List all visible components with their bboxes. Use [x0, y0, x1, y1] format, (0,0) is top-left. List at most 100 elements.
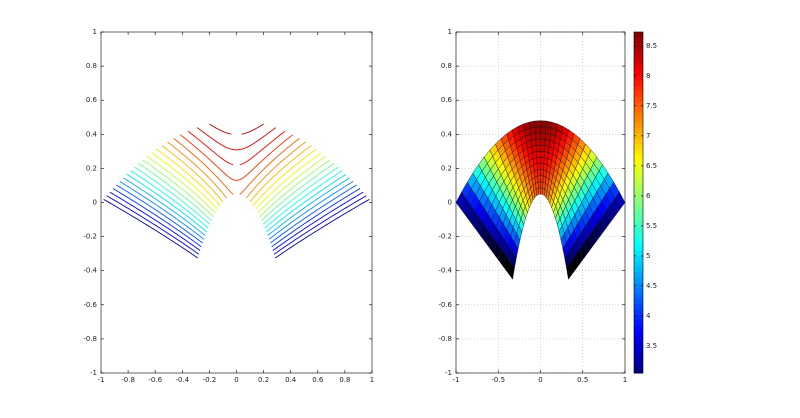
- contour-line: [146, 155, 216, 214]
- contour-line: [134, 166, 211, 225]
- contour-line: [239, 137, 300, 195]
- colorbar-tick-label: 7: [646, 132, 650, 140]
- colorbar-segment: [634, 314, 643, 321]
- y-tick-label: -0.4: [83, 267, 97, 275]
- x-tick-label: 0.4: [285, 376, 297, 384]
- x-tick-label: -0.8: [121, 376, 135, 384]
- y-tick-label: -0.8: [83, 335, 97, 343]
- colorbar-tick-label: 6: [646, 192, 651, 200]
- y-tick-label: 0.4: [441, 130, 453, 138]
- surface-cell: [537, 175, 541, 183]
- colorbar-segment: [634, 106, 643, 113]
- colorbar-tick-label: 4.5: [646, 282, 657, 290]
- surface-cell: [545, 120, 552, 129]
- contour-line: [264, 170, 343, 229]
- colorbar-segment: [634, 255, 643, 262]
- surface-cell: [536, 157, 541, 165]
- colorbar-segment: [634, 154, 643, 161]
- colorbar-segment: [634, 197, 643, 203]
- y-tick-label: 0.2: [441, 164, 452, 172]
- contour-line: [268, 181, 354, 240]
- colorbar-segment: [634, 143, 643, 150]
- colorbar-segment: [634, 229, 643, 235]
- colorbar-tick-label: 3.5: [646, 342, 657, 350]
- colorbar-segment: [634, 101, 643, 108]
- colorbar-segment: [634, 127, 643, 134]
- colorbar-segment: [634, 309, 643, 315]
- x-tick-label: 1: [623, 376, 627, 384]
- contour-line: [252, 148, 317, 206]
- contour-line: [112, 188, 202, 248]
- colorbar-segment: [634, 218, 643, 225]
- contour-line: [187, 130, 234, 166]
- colorbar-segment: [634, 261, 643, 267]
- colorbar-segment: [634, 42, 643, 49]
- contour-line: [167, 141, 227, 199]
- colorbar-segment: [634, 111, 643, 118]
- colorbar-segment: [634, 245, 643, 251]
- contour-line: [173, 137, 234, 195]
- contour-line: [261, 163, 335, 221]
- colorbar-frame: [633, 31, 644, 374]
- contour-line: [156, 148, 221, 206]
- contour-line: [255, 152, 322, 210]
- contour-line: [246, 141, 306, 199]
- contour-line: [267, 177, 350, 236]
- contour-line: [209, 123, 232, 135]
- colorbar-segment: [634, 277, 643, 283]
- colorbar-segment: [634, 213, 643, 219]
- contour-line: [239, 130, 286, 166]
- contour-line: [130, 170, 209, 229]
- colorbar-segment: [634, 357, 643, 363]
- y-tick-label: 0.2: [86, 164, 97, 172]
- contour-line: [236, 134, 293, 181]
- colorbar-segment: [634, 58, 643, 65]
- contour-line: [257, 155, 327, 214]
- surface-cell: [538, 187, 541, 195]
- colorbar-segment: [634, 282, 643, 289]
- colorbar-segment: [634, 325, 643, 331]
- contour-line: [236, 127, 277, 151]
- colorbar-segment: [634, 303, 643, 310]
- surface-cell: [540, 132, 546, 140]
- colorbar-segment: [634, 69, 643, 76]
- contour-line: [274, 198, 370, 259]
- x-tick-label: -1: [453, 376, 460, 384]
- surface-cell: [540, 120, 547, 128]
- colorbar-segment: [634, 346, 643, 353]
- y-tick-label: 1: [448, 28, 452, 36]
- colorbar-segment: [634, 351, 643, 358]
- y-tick-label: 0.6: [86, 96, 98, 104]
- colorbar-segment: [634, 207, 643, 214]
- surface-cell: [540, 163, 545, 171]
- colorbar-segment: [634, 186, 643, 193]
- x-tick-label: -0.6: [148, 376, 162, 384]
- contour-line: [161, 145, 224, 203]
- surface-cell: [540, 144, 546, 152]
- colorbar-segment: [634, 239, 643, 246]
- surface-cell: [529, 120, 536, 129]
- surface-cell: [536, 163, 541, 171]
- y-tick-label: -0.2: [83, 233, 97, 241]
- colorbar-segment: [634, 319, 643, 326]
- surface-cell: [540, 138, 546, 146]
- colorbar-segment: [634, 149, 643, 156]
- colorbar-segment: [634, 266, 643, 273]
- contour-line: [116, 184, 203, 244]
- axes-frame: [100, 31, 373, 374]
- contour-line: [106, 195, 200, 255]
- y-tick-label: 1: [93, 28, 97, 36]
- axes-background: [101, 32, 372, 373]
- y-tick-label: -0.2: [438, 233, 452, 241]
- colorbar-segment: [634, 202, 643, 209]
- surface-cell: [535, 144, 541, 152]
- colorbar-segment: [634, 191, 643, 198]
- colorbar-segment: [634, 90, 643, 97]
- y-tick-label: 0: [93, 199, 97, 207]
- y-tick-label: 0: [448, 199, 452, 207]
- contour-line: [196, 127, 237, 151]
- axes-frame: [455, 31, 626, 374]
- y-tick-label: 0.8: [441, 62, 452, 70]
- colorbar-segment: [634, 95, 643, 102]
- contour-line: [241, 123, 264, 135]
